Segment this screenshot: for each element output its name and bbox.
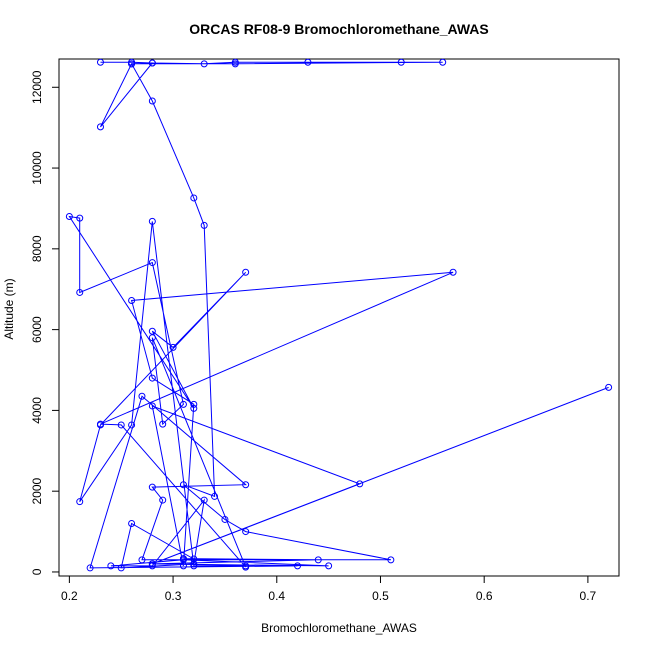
data-point [169,343,177,351]
data-point [86,564,94,572]
data-point [190,555,198,563]
data-point [148,217,156,225]
data-point [190,562,198,570]
y-tick-label: 6000 [30,316,44,343]
data-point [397,58,405,66]
y-tick-label: 4000 [30,397,44,424]
data-point [96,123,104,131]
data-point [190,194,198,202]
data-point [200,221,208,229]
data-point [325,562,333,570]
series-line [68,61,609,569]
data-point [304,58,312,66]
y-tick-label: 2000 [30,478,44,505]
data-point [148,560,156,568]
y-axis: 0 2000 4000 6000 8000 10000 12000 [30,70,60,575]
y-axis-label: Altitude (m) [2,278,16,339]
y-tick-label: 0 [30,568,44,575]
data-point [179,400,187,408]
y-tick-label: 8000 [30,235,44,262]
data-point [605,383,613,391]
x-axis-label: Bromochloromethane_AWAS [261,621,417,635]
data-point [231,60,239,68]
data-point [117,564,125,572]
data-point [148,402,156,410]
x-axis: 0.2 0.3 0.4 0.5 0.6 0.7 [61,575,597,603]
data-point [76,214,84,222]
data-point [179,562,187,570]
data-point [148,562,156,570]
data-point [65,213,73,221]
data-point [148,59,156,67]
data-point [449,268,457,276]
data-series [65,58,613,572]
data-point [200,60,208,68]
chart-title: ORCAS RF08-9 Bromochloromethane_AWAS [189,21,489,37]
data-point [200,496,208,504]
data-point [439,58,447,66]
y-tick-label: 10000 [30,151,44,185]
data-point [242,268,250,276]
data-point [148,97,156,105]
data-point [242,481,250,489]
data-point [76,498,84,506]
data-point [179,481,187,489]
data-point [242,562,250,570]
data-point [148,483,156,491]
x-tick-label: 0.5 [372,589,389,603]
data-point [128,519,136,527]
data-point [314,556,322,564]
x-tick-label: 0.3 [165,589,182,603]
data-point [117,421,125,429]
data-point [159,496,167,504]
data-point [159,420,167,428]
data-point [76,288,84,296]
x-tick-label: 0.4 [268,589,285,603]
y-tick-label: 12000 [30,70,44,104]
x-tick-label: 0.6 [476,589,493,603]
x-tick-label: 0.2 [61,589,78,603]
data-point [148,259,156,267]
data-point [190,560,198,568]
data-point [387,556,395,564]
data-point [128,297,136,305]
data-point [211,492,219,500]
data-point [128,60,136,68]
data-point [148,327,156,335]
x-tick-label: 0.7 [580,589,597,603]
data-point [138,392,146,400]
data-point [221,515,229,523]
data-point [148,374,156,382]
data-point [356,480,364,488]
data-point [96,58,104,66]
data-point [190,404,198,412]
data-point [107,562,115,570]
data-point [138,556,146,564]
data-point [96,421,104,429]
data-point [190,400,198,408]
data-point [242,528,250,536]
data-point [128,421,136,429]
data-point [294,562,302,570]
